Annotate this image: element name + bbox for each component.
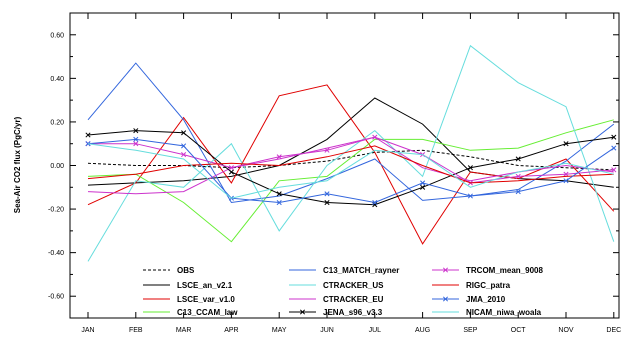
series-line xyxy=(87,84,615,245)
x-tick-label: JAN xyxy=(81,327,94,334)
series-point-marker xyxy=(467,165,473,171)
legend-entry: CTRACKER_EU xyxy=(289,295,384,304)
series-point-marker xyxy=(276,191,282,197)
legend-entry: JMA_2010 xyxy=(432,295,506,304)
y-tick-label: 0.20 xyxy=(50,119,64,126)
legend-label: CTRACKER_EU xyxy=(323,295,384,304)
series-point-marker xyxy=(611,134,617,140)
series-line xyxy=(87,44,615,262)
series-point-marker xyxy=(181,130,187,136)
series-point-marker xyxy=(324,147,330,153)
legend-label: CTRACKER_US xyxy=(323,281,384,290)
legend-entry: LSCE_an_v2.1 xyxy=(143,281,233,290)
legend-label: C13_MATCH_rayner xyxy=(323,266,399,275)
series-point-marker xyxy=(515,189,521,195)
y-axis: 0.60 0.40 0.20 0.00 -0.20 -0.40 -0.60 xyxy=(48,32,619,301)
series-point-marker xyxy=(372,202,378,208)
series-line xyxy=(87,149,614,171)
x-axis: JAN FEB MAR APR MAY JUN JUL AUG SEP OCT NOV DEC xyxy=(81,13,621,334)
series-point-marker xyxy=(133,141,139,147)
series-line xyxy=(87,138,615,204)
series-point-marker xyxy=(372,199,378,206)
legend-entry: RIGC_patra xyxy=(432,281,511,290)
series-point-marker xyxy=(420,184,426,190)
series-point-marker xyxy=(467,193,473,199)
series-line xyxy=(87,119,614,243)
legend-label: RIGC_patra xyxy=(466,281,511,290)
legend-entry: C13_CCAM_law xyxy=(143,308,238,317)
legend-label: LSCE_an_v2.1 xyxy=(177,281,233,290)
series-point-marker xyxy=(181,143,187,149)
x-tick-label: SEP xyxy=(463,327,477,334)
series-line xyxy=(87,143,614,199)
legend-label: NICAM_niwa_woala xyxy=(466,308,542,317)
series-point-marker xyxy=(324,199,330,206)
series-point-marker xyxy=(563,141,569,147)
x-tick-label: MAY xyxy=(272,327,287,334)
y-tick-label: -0.20 xyxy=(48,207,64,214)
legend-entry: CTRACKER_US xyxy=(289,281,384,290)
x-tick-label: FEB xyxy=(129,327,143,334)
y-tick-label: -0.40 xyxy=(48,250,64,257)
legend: OBS LSCE_an_v2.1 LSCE_var_v1.0 C13_CCAM_law… xyxy=(143,266,543,317)
series-point-marker xyxy=(228,169,234,175)
x-tick-label: NOV xyxy=(558,327,574,334)
series-line xyxy=(87,145,614,184)
legend-entry: NICAM_niwa_woala xyxy=(432,308,542,317)
legend-label: TRCOM_mean_9008 xyxy=(466,266,543,275)
legend-label: OBS xyxy=(177,266,195,275)
series-point-marker xyxy=(133,128,139,134)
x-tick-label: JUL xyxy=(369,327,382,334)
series-point-marker xyxy=(420,180,426,186)
series-point-marker xyxy=(181,152,187,158)
series-point-marker xyxy=(85,132,91,138)
legend-label: LSCE_var_v1.0 xyxy=(177,295,235,304)
x-tick-label: AUG xyxy=(415,327,430,334)
series-point-marker xyxy=(611,167,617,173)
legend-entry: LSCE_var_v1.0 xyxy=(143,295,235,304)
x-tick-label: MAR xyxy=(176,327,192,334)
series-point-marker xyxy=(611,145,617,151)
legend-label: JENA_s96_v3.3 xyxy=(323,308,383,317)
series-point-marker xyxy=(228,165,234,171)
series-point-marker xyxy=(563,171,569,177)
series-point-marker xyxy=(563,178,569,184)
legend-entry: TRCOM_mean_9008 xyxy=(432,266,543,275)
legend-entry: OBS xyxy=(143,266,195,275)
y-tick-label: 0.40 xyxy=(50,76,64,83)
legend-label: C13_CCAM_law xyxy=(177,308,238,317)
y-axis-title: Sea-Air CO2 flux (PgC/yr) xyxy=(13,116,22,213)
legend-label: JMA_2010 xyxy=(466,295,506,304)
series-line xyxy=(87,130,614,206)
y-tick-label: 0.60 xyxy=(50,32,64,39)
series-point-marker xyxy=(276,154,282,160)
y-tick-label: -0.60 xyxy=(48,294,64,301)
series-point-marker xyxy=(276,199,282,206)
series-point-marker xyxy=(324,191,330,197)
y-tick-label: 0.00 xyxy=(50,163,64,170)
legend-entry: JENA_s96_v3.3 xyxy=(289,308,383,317)
series-line xyxy=(87,62,615,204)
x-tick-label: DEC xyxy=(606,327,621,334)
legend-entry: C13_MATCH_rayner xyxy=(289,266,399,275)
x-tick-label: OCT xyxy=(511,327,527,334)
series-line xyxy=(88,136,614,184)
series-lines xyxy=(85,44,617,262)
series-point-marker xyxy=(372,134,378,140)
x-tick-label: APR xyxy=(224,327,238,334)
series-point-marker xyxy=(515,156,521,162)
series-point-marker xyxy=(515,173,521,179)
series-point-marker xyxy=(133,136,139,142)
x-tick-label: JUN xyxy=(320,327,334,334)
